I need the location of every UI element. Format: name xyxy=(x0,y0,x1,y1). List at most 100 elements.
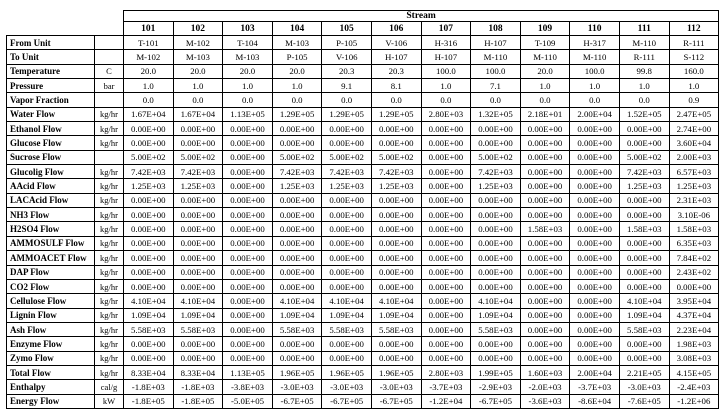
table-cell: 1.32E+05 xyxy=(470,106,521,123)
table-cell: 8.33E+04 xyxy=(123,364,174,381)
table-cell: 20.0 xyxy=(222,63,273,80)
table-cell: H-107 xyxy=(370,49,422,65)
table-cell: 0.00E+00 xyxy=(569,121,620,137)
table-cell: 4.10E+04 xyxy=(470,293,521,309)
table-cell: 0.00E+00 xyxy=(420,321,472,338)
table-cell: 1.96E+05 xyxy=(271,364,323,381)
table-cell: 0.00E+00 xyxy=(569,235,620,252)
table-cell: 4.10E+04 xyxy=(618,293,670,309)
table-cell: 0.00E+00 xyxy=(569,336,620,352)
table-cell: 0.00E+00 xyxy=(370,336,422,352)
table-cell: 0.00E+00 xyxy=(123,207,174,223)
table-cell: 0.00E+00 xyxy=(222,192,273,209)
table-cell: 0.00E+00 xyxy=(123,278,174,295)
table-cell: 0.00E+00 xyxy=(519,264,571,280)
stream-column-header-106: 106 xyxy=(370,21,422,36)
table-cell: 0.00E+00 xyxy=(569,250,620,266)
table-cell: 0.00E+00 xyxy=(172,235,224,252)
table-cell: -2.0E+03 xyxy=(519,379,571,395)
table-cell: 0.00E+00 xyxy=(271,278,323,295)
row-label: Cellulose Flow xyxy=(6,293,95,309)
table-cell: 5.00E+02 xyxy=(370,149,422,166)
table-cell: 20.3 xyxy=(370,63,422,80)
table-cell: M-110 xyxy=(569,49,620,65)
table-cell: 0.00E+00 xyxy=(618,264,670,280)
table-cell: 0.00E+00 xyxy=(172,264,224,280)
table-cell: 0.00E+00 xyxy=(569,164,620,180)
table-cell: 7.1 xyxy=(470,78,521,94)
row-label: Enthalpy xyxy=(6,379,95,395)
table-cell: 1.25E+03 xyxy=(123,178,174,194)
table-cell: -3.7E+03 xyxy=(569,379,620,395)
table-cell: 1.09E+04 xyxy=(470,307,521,323)
table-cell: 0.00E+00 xyxy=(222,307,273,323)
row-label: NH3 Flow xyxy=(6,207,95,223)
table-row: AMMOACET Flow kg/hr 0.00E+00 0.00E+00 0.00E+… xyxy=(6,250,720,266)
table-cell: 100.0 xyxy=(569,63,620,80)
table-cell: 0.00E+00 xyxy=(222,336,273,352)
table-cell: 20.0 xyxy=(123,63,174,80)
row-label: Glucolig Flow xyxy=(6,164,95,180)
table-cell: 1.25E+03 xyxy=(370,178,422,194)
table-cell: 0.00E+00 xyxy=(321,250,372,266)
table-cell: 1.09E+04 xyxy=(370,307,422,323)
table-cell: 2.80E+03 xyxy=(420,106,472,123)
table-row: DAP Flow kg/hr 0.00E+00 0.00E+00 0.00E+00 0.0… xyxy=(6,264,720,280)
table-cell: H-316 xyxy=(420,34,472,51)
table-cell: -1.8E+05 xyxy=(123,393,174,409)
table-cell: 1.0 xyxy=(123,78,174,94)
table-row: Sucrose Flow 5.00E+02 5.00E+02 0.00E+00 5.00… xyxy=(6,149,720,166)
table-cell: 0.00E+00 xyxy=(271,264,323,280)
table-cell: 0.00E+00 xyxy=(222,178,273,194)
table-cell: 0.00E+00 xyxy=(420,307,472,323)
table-cell: 0.0 xyxy=(370,92,422,108)
table-cell: H-317 xyxy=(569,34,620,51)
row-label: Sucrose Flow xyxy=(6,149,95,166)
stream-number-row: 101 102 103 104 105 106 107 108 109 110 111 112 xyxy=(6,21,720,36)
table-cell: 0.00E+00 xyxy=(271,336,323,352)
table-cell: 2.80E+03 xyxy=(420,364,472,381)
table-cell: 0.00E+00 xyxy=(222,250,273,266)
table-cell: 1.67E+04 xyxy=(172,106,224,123)
table-cell: R-111 xyxy=(618,49,670,65)
table-cell: S-112 xyxy=(668,49,720,65)
table-cell: 0.00E+00 xyxy=(172,278,224,295)
table-cell: 1.98E+03 xyxy=(668,336,720,352)
row-label: AMMOACET Flow xyxy=(6,250,95,266)
table-cell: 4.15E+05 xyxy=(668,364,720,381)
table-row: Zymo Flow kg/hr 0.00E+00 0.00E+00 0.00E+00 0.… xyxy=(6,350,720,366)
blank-cell xyxy=(94,21,124,36)
row-label: To Unit xyxy=(6,49,95,65)
table-cell: 1.13E+05 xyxy=(222,106,273,123)
row-label: AMMOSULF Flow xyxy=(6,235,95,252)
stream-column-header-103: 103 xyxy=(222,21,273,36)
table-cell: 0.00E+00 xyxy=(172,192,224,209)
table-cell: 1.09E+04 xyxy=(172,307,224,323)
row-label: Temperature xyxy=(6,63,95,80)
table-cell: 1.25E+03 xyxy=(172,178,224,194)
table-cell: 0.00E+00 xyxy=(569,278,620,295)
table-cell: 0.00E+00 xyxy=(668,278,720,295)
table-cell: 0.00E+00 xyxy=(519,207,571,223)
table-cell: 7.42E+03 xyxy=(271,164,323,180)
table-cell: 0.0 xyxy=(569,92,620,108)
row-unit: kg/hr xyxy=(94,235,124,252)
table-cell: -2.9E+03 xyxy=(470,379,521,395)
row-unit: kg/hr xyxy=(94,336,124,352)
table-cell: 0.00E+00 xyxy=(420,178,472,194)
table-cell: 5.58E+03 xyxy=(172,321,224,338)
row-label: Energy Flow xyxy=(6,393,95,409)
row-unit xyxy=(94,34,124,51)
table-cell: 0.00E+00 xyxy=(271,350,323,366)
table-cell: 0.00E+00 xyxy=(569,321,620,338)
table-cell: 0.00E+00 xyxy=(222,221,273,237)
table-cell: 0.00E+00 xyxy=(420,278,472,295)
table-cell: 0.00E+00 xyxy=(370,350,422,366)
row-label: Water Flow xyxy=(6,106,95,123)
table-cell: 2.18E+01 xyxy=(519,106,571,123)
table-cell: 1.67E+04 xyxy=(123,106,174,123)
row-unit: kg/hr xyxy=(94,121,124,137)
table-row: AAcid Flow kg/hr 1.25E+03 1.25E+03 0.00E+00 1… xyxy=(6,178,720,194)
table-cell: 0.00E+00 xyxy=(519,350,571,366)
table-header: Stream 101 102 103 104 105 106 107 108 109 110 111… xyxy=(6,10,720,36)
